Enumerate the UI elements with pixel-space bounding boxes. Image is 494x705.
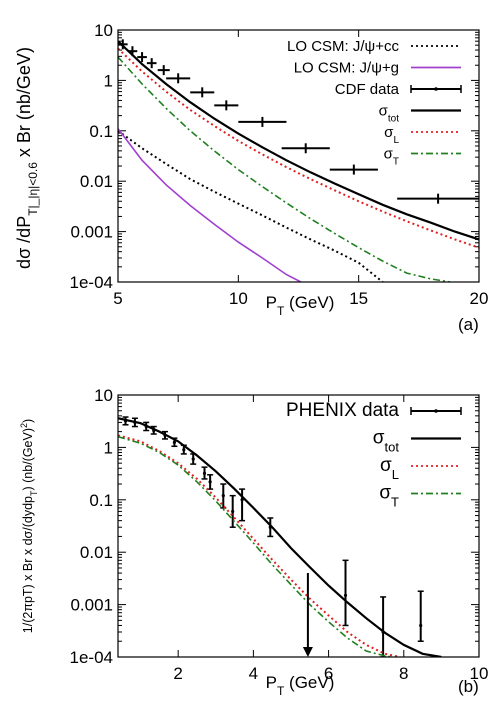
x-tick-label: 10 (470, 664, 489, 683)
data-point (240, 498, 244, 502)
series-3-line (118, 435, 393, 657)
data-point (343, 593, 348, 597)
x-tick-label: 5 (113, 289, 122, 308)
data-point (231, 509, 235, 514)
y-tick-label: 0.001 (70, 596, 113, 615)
legend-label: σtot (373, 428, 400, 455)
legend-label: σL (384, 124, 399, 146)
data-point (208, 480, 212, 484)
series-2-line (118, 434, 401, 657)
y-tick-label: 0.1 (89, 122, 113, 141)
data-point (172, 440, 177, 444)
panel-b-chart: 2 4 6 8 10 10 1 0.1 0.01 0.001 1e-04 PHENIX data σto… (19, 386, 488, 698)
x-tick-label: 10 (229, 289, 248, 308)
x-tick-label: 2 (173, 664, 182, 683)
x-tick-label: 8 (399, 664, 408, 683)
x-axis-label: PT (GeV) (266, 293, 335, 318)
plot-area (118, 416, 442, 657)
data-point (221, 494, 225, 498)
y-tick-label: 0.01 (80, 172, 113, 191)
panel-label: (b) (458, 677, 479, 696)
plot-frame (117, 29, 480, 283)
y-tick-label: 1e-04 (70, 648, 113, 667)
x-tick-label: 20 (470, 289, 489, 308)
y-tick-label: 0.1 (89, 491, 113, 510)
panel-a-chart: 5 10 15 20 10 1 0.1 0.01 0.001 1e-04 LO CSM: J/ψ+c… (14, 21, 488, 334)
legend-label: σT (384, 146, 399, 168)
y-tick-label: 1 (104, 71, 113, 90)
panel-label: (a) (458, 315, 479, 334)
y-tick-label: 1e-04 (70, 273, 113, 292)
y-tick-label: 10 (94, 21, 113, 40)
legend-label: LO CSM: J/ψ+cc (287, 38, 399, 55)
y-axis-label: 1/(2πpT) x Br x dσ/(dydpT) (nb/(GeV)2) (19, 419, 39, 633)
x-tick-label: 4 (249, 664, 258, 683)
legend-label: LO CSM: J/ψ+g (294, 60, 399, 77)
series-4-line (118, 47, 479, 249)
series-0-line (118, 129, 384, 282)
series-1-line (118, 128, 302, 282)
legend-label: CDF data (335, 81, 400, 98)
y-tick-label: 0.01 (80, 543, 113, 562)
series-1-line (118, 417, 442, 657)
legend-swatch (434, 409, 438, 413)
series-5-line (118, 56, 451, 282)
legend-label: σtot (379, 103, 400, 125)
data-point (419, 623, 423, 628)
plot-area (118, 39, 479, 282)
legend-label: σT (379, 483, 399, 510)
series-3-line (118, 40, 479, 241)
y-tick-label: 0.001 (70, 223, 113, 242)
upper-limit-arrow-head (302, 647, 313, 657)
plot-frame (117, 394, 480, 658)
data-point (182, 448, 186, 452)
data-point (191, 457, 195, 461)
y-axis-label: dσ /dPT|_|η|<0.6 x Br (nb/GeV) (14, 47, 40, 269)
x-axis-label: PT (GeV) (266, 673, 335, 698)
legend-swatch (434, 87, 438, 91)
x-tick-label: 6 (324, 664, 333, 683)
legend-label: PHENIX data (286, 400, 399, 421)
legend-label: σL (380, 455, 399, 482)
y-tick-label: 10 (94, 386, 113, 405)
data-point (202, 471, 207, 475)
x-tick-label: 15 (349, 289, 368, 308)
y-tick-label: 1 (104, 438, 113, 457)
